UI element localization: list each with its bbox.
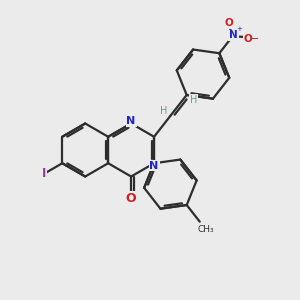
Text: −: −	[250, 34, 259, 44]
Text: N: N	[149, 160, 159, 171]
Text: CH₃: CH₃	[197, 225, 214, 234]
Text: N: N	[127, 116, 136, 126]
Text: I: I	[42, 167, 46, 180]
Text: H: H	[160, 106, 168, 116]
Text: O: O	[243, 34, 252, 44]
Text: O: O	[126, 192, 136, 205]
Text: O: O	[224, 18, 233, 28]
Text: N: N	[229, 30, 238, 40]
Text: H: H	[190, 95, 197, 105]
Text: +: +	[236, 26, 242, 32]
